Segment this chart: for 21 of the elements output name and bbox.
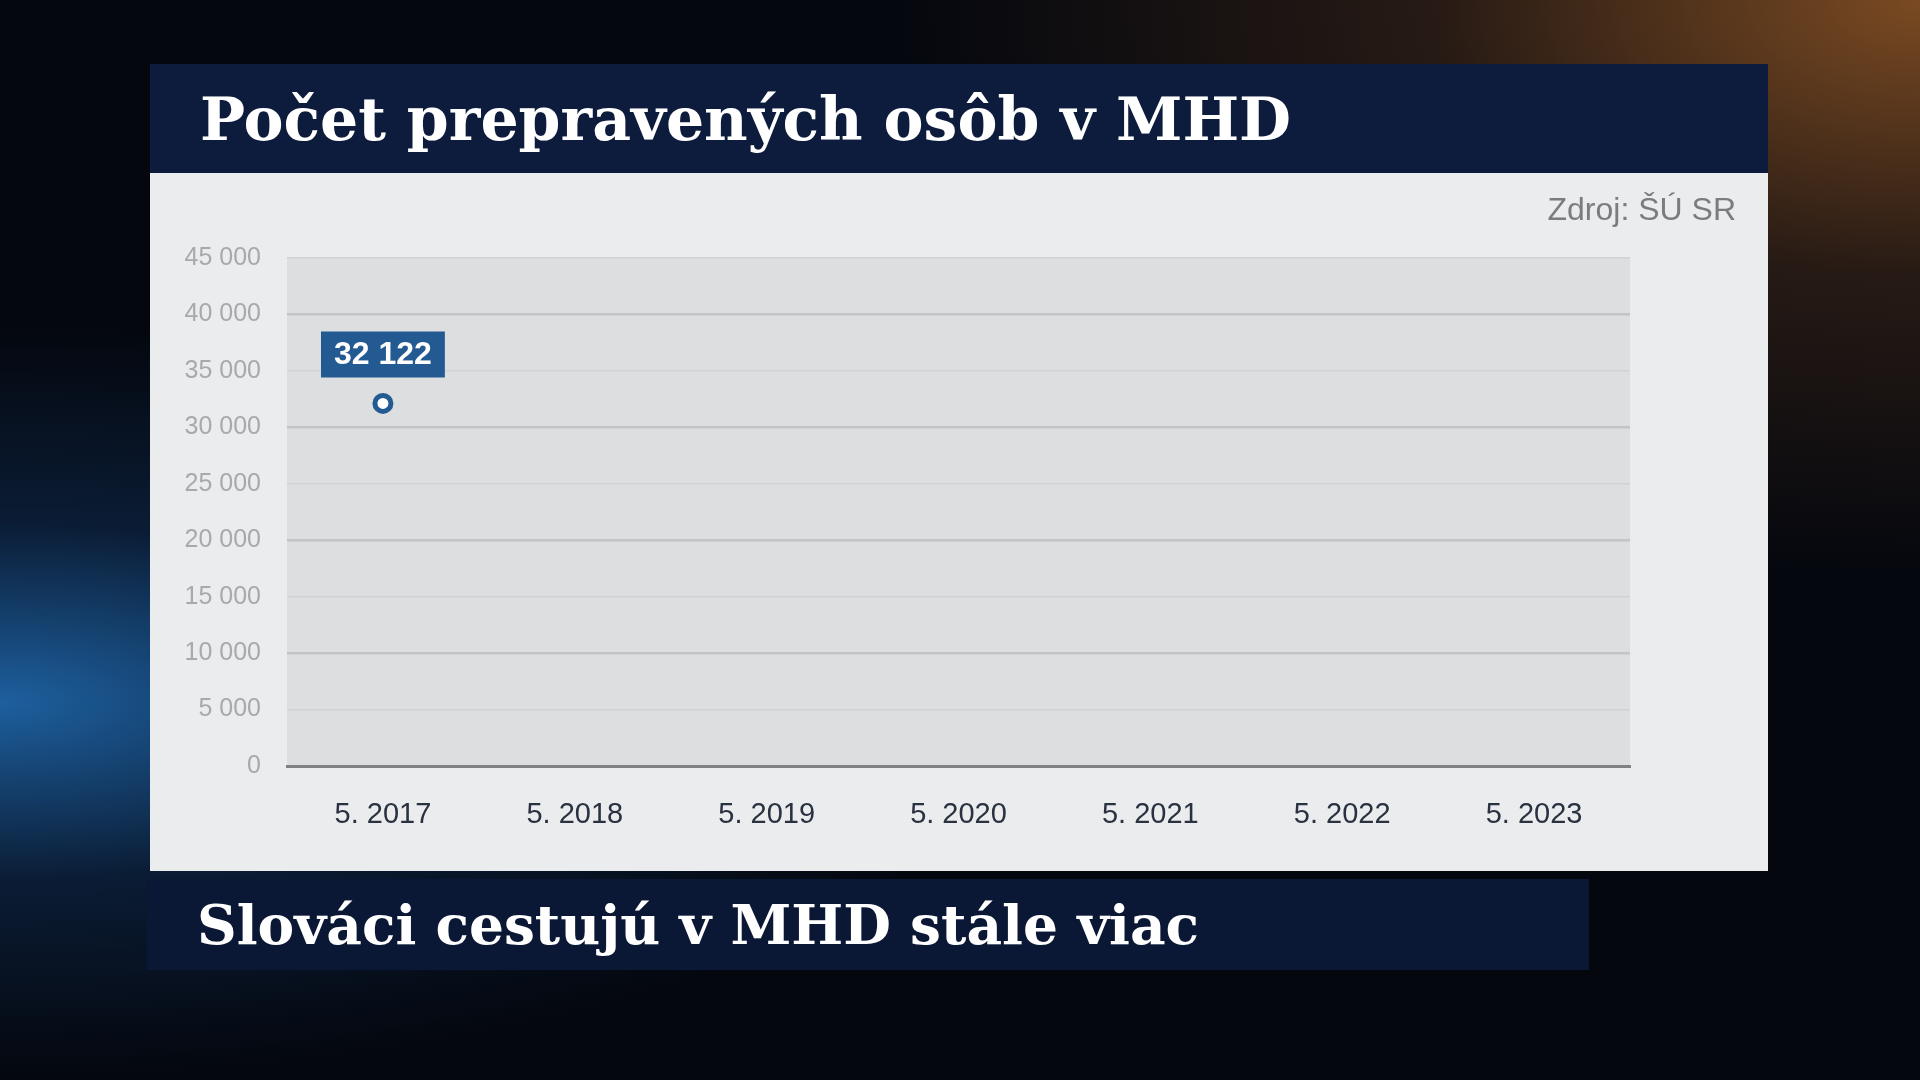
x-tick-label: 5. 2020 xyxy=(910,797,1007,830)
text: Zdroj: ŠÚ SR xyxy=(1547,191,1736,228)
x-tick-label: 5. 2022 xyxy=(1293,797,1391,830)
x-tick-label: 5. 2019 xyxy=(718,797,816,830)
data-label: 32 122 xyxy=(333,335,432,372)
y-tick-label: 15 000 xyxy=(184,580,261,609)
y-tick-label: 35 000 xyxy=(184,354,261,383)
text: Slováci cestujú v MHD stále viac xyxy=(197,892,1200,957)
y-tick-label: 10 000 xyxy=(184,637,261,665)
y-tick-label: 45 000 xyxy=(184,241,261,270)
y-tick-label: 40 000 xyxy=(184,298,261,327)
x-tick-label: 5. 2017 xyxy=(334,797,432,830)
y-tick-label: 20 000 xyxy=(184,524,261,553)
y-tick-label: 0 xyxy=(247,749,261,778)
x-tick-label: 5. 2021 xyxy=(1101,797,1199,830)
chart-title: Počet prepravených osôb v MHD xyxy=(200,83,1292,154)
y-tick-label: 5 000 xyxy=(198,693,261,722)
y-tick-label: 30 000 xyxy=(184,411,261,440)
x-tick-label: 5. 2023 xyxy=(1485,797,1583,830)
x-tick-label: 5. 2018 xyxy=(526,797,624,830)
y-tick-label: 25 000 xyxy=(184,467,261,496)
